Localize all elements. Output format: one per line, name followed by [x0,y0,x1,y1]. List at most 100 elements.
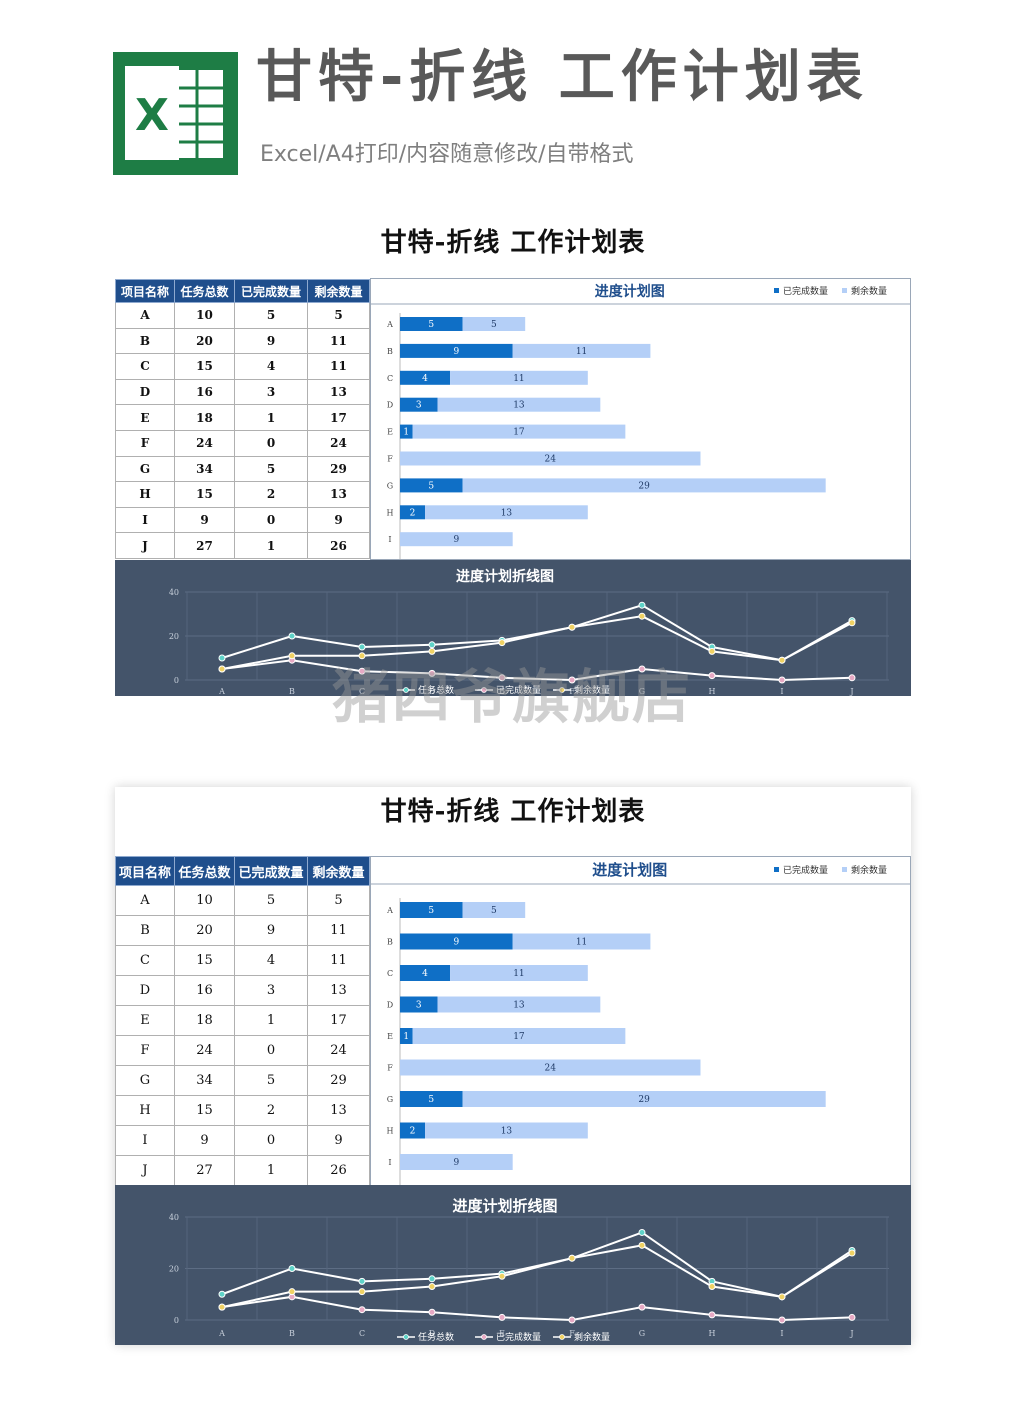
bar-completed [400,965,451,981]
data-point [358,1288,366,1296]
bar-remaining [462,317,526,331]
data-point [568,676,576,684]
table-cell: 1 [234,532,308,559]
data-point [288,1288,296,1296]
table-cell: 24 [174,1035,235,1066]
table-cell: 2 [234,481,308,508]
x-tick-label: J [849,1329,853,1338]
table-row: H 15 2 13 [115,481,370,508]
column-header: 已完成数量 [234,279,308,303]
table-cell: I [115,506,175,534]
y-tick-label: 20 [169,1265,179,1274]
table-cell: G [115,455,175,483]
table-cell: F [115,1035,175,1066]
column-header: 任务总数 [174,856,235,886]
bar-completed [400,424,413,439]
data-label: 9 [453,535,459,545]
table-cell: 18 [174,1005,235,1036]
legend-label: 任务总数 [418,1331,454,1343]
data-point [848,1249,856,1257]
data-label: 3 [416,401,422,411]
table-cell: 16 [174,378,235,406]
chart-title: 进度计划图 [592,861,667,879]
x-tick-label: A [218,687,225,696]
bar-remaining [450,370,588,385]
data-point [708,672,716,680]
data-label: 9 [453,347,459,357]
table-cell: 0 [234,1125,308,1156]
x-tick-label: B [289,687,295,696]
category-label: E [387,428,393,437]
table-cell: 11 [307,327,370,355]
legend-marker [481,1334,487,1340]
table-cell: 3 [234,378,308,406]
category-label: B [387,347,393,356]
progress-line-chart: 进度计划折线图 0 20 40 A B C D E F G H I J 任务总数 已完成数量 剩余数量 [169,568,889,696]
data-point [358,652,366,660]
table-row: C 15 4 11 [115,945,370,976]
y-tick-label: 40 [169,588,179,597]
data-label: 5 [428,906,434,916]
data-point [358,1277,366,1285]
table-cell: 24 [307,429,370,457]
column-header: 剩余数量 [307,279,370,303]
data-label: 13 [501,508,513,518]
data-point [778,676,786,684]
table-cell: 5 [307,302,370,329]
data-point [428,1275,436,1283]
data-point [498,1313,506,1321]
x-tick-label: H [709,687,716,696]
table-row: G 34 5 29 [115,455,370,483]
x-tick-label: F [569,1329,575,1338]
table-row: E 18 1 17 [115,404,370,431]
bar-completed [400,370,451,385]
x-tick-label: D [429,687,435,696]
data-point [568,623,576,631]
data-point [638,612,646,620]
table-cell: 10 [174,302,235,329]
bar-completed [400,996,438,1013]
table-cell: D [115,378,175,406]
table-cell: 24 [174,429,235,457]
legend-label: 已完成数量 [783,285,828,297]
table-cell: 13 [307,975,370,1006]
progress-bar-chart-panel: 进度计划图 已完成数量 剩余数量 A 5 5 B 9 11 C 4 11 D 3 13 E 1 17 F 24 G 5 29… [370,856,911,1186]
data-point [428,669,436,677]
data-label: 5 [491,320,497,330]
bar-remaining [412,424,626,439]
sheet-title: 甘特-折线 工作计划表 [380,797,646,827]
table-cell: C [115,353,175,380]
table-cell: 20 [174,915,235,946]
excel-icon: X [113,52,238,175]
table-cell: 34 [174,1065,235,1096]
data-point [428,647,436,655]
legend-label: 剩余数量 [851,864,887,876]
x-tick-label: E [499,687,505,696]
y-tick-label: 0 [174,676,179,685]
category-label: A [386,906,393,915]
y-tick-label: 40 [169,1213,179,1222]
progress-line-chart-panel: 进度计划折线图 0 20 40 A B C D E F G H I J 任务总数 已完成数量 剩余数量 [115,1185,911,1345]
table-cell: 4 [234,353,308,380]
data-label: 4 [422,374,428,384]
category-label: F [387,455,393,464]
bar-remaining [437,397,601,412]
table-cell: 9 [174,506,235,534]
table-cell: F [115,429,175,457]
table-cell: 27 [174,532,235,559]
data-point [778,1316,786,1324]
table-row: F 24 0 24 [115,429,370,457]
table-cell: 5 [234,455,308,483]
table-cell: 0 [234,506,308,534]
data-label: 13 [513,401,525,411]
bar-completed [400,902,463,918]
column-header: 项目名称 [115,279,175,303]
x-tick-label: I [780,1329,783,1338]
bar-completed [400,1122,426,1139]
table-cell: 1 [234,404,308,431]
data-point [848,1313,856,1321]
bar-completed [400,933,513,950]
